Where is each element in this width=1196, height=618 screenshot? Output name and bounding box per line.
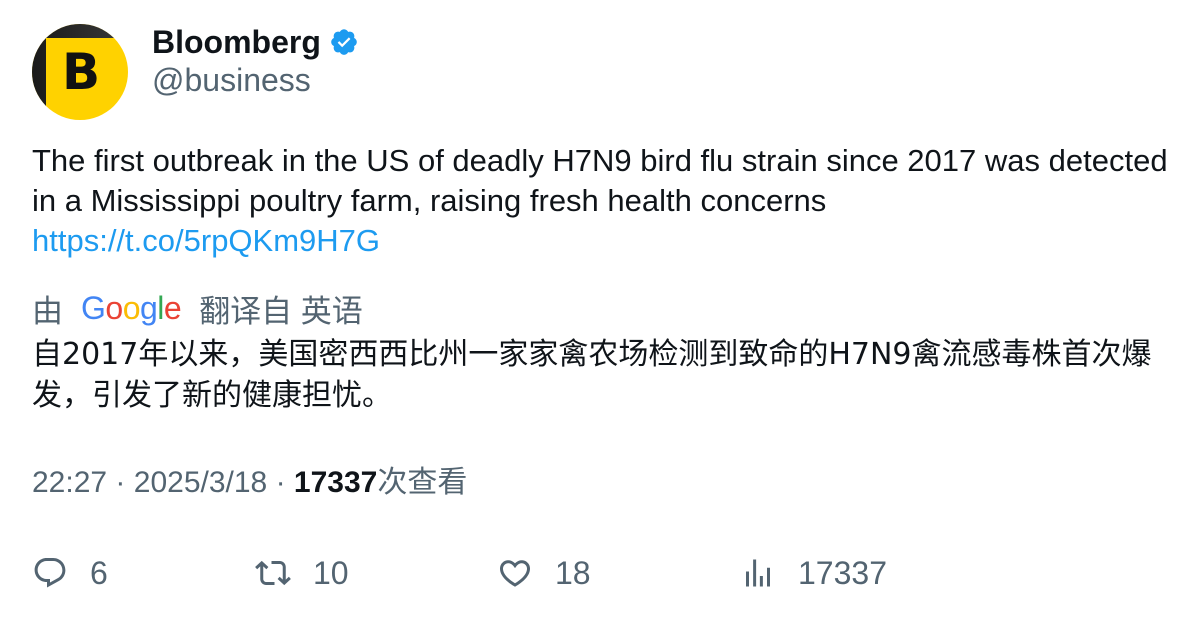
reply-icon — [34, 558, 66, 588]
heart-icon — [499, 560, 531, 587]
translated-by-label: 由 — [32, 293, 63, 329]
tweet-body: The first outbreak in the US of deadly H… — [32, 143, 1168, 218]
translation-attribution: 由 Google 翻译自 英语 — [32, 286, 363, 330]
repost-button[interactable]: 10 — [255, 550, 349, 596]
meta-separator: · — [115, 466, 126, 499]
author-display-name[interactable]: Bloomberg — [152, 23, 321, 60]
meta-separator: · — [275, 466, 286, 499]
tweet-link[interactable]: https://t.co/5rpQKm9H7G — [32, 223, 381, 258]
author-handle[interactable]: @business — [152, 62, 311, 98]
like-count: 18 — [555, 554, 591, 591]
reply-button[interactable]: 6 — [32, 550, 108, 596]
tweet-date[interactable]: 2025/3/18 — [133, 466, 268, 499]
author-name-row: Bloomberg — [152, 22, 359, 62]
like-button[interactable]: 18 — [497, 550, 591, 596]
repost-count: 10 — [313, 554, 349, 591]
avatar-shade — [32, 24, 128, 120]
bar-chart-icon — [746, 559, 770, 587]
views-label: 次查看 — [377, 466, 468, 499]
tweet-meta: 22:27 · 2025/3/18 · 17337次查看 — [32, 463, 467, 503]
author-avatar[interactable]: B — [32, 24, 128, 120]
verified-badge-icon[interactable] — [329, 27, 359, 57]
tweet-text: The first outbreak in the US of deadly H… — [32, 141, 1172, 261]
views-count: 17337 — [293, 466, 378, 499]
translated-text: 自2017年以来，美国密西西比州一家家禽农场检测到致命的H7N9禽流感毒株首次爆… — [32, 337, 1152, 413]
avatar-letter: B — [62, 43, 101, 101]
views-button[interactable]: 17337 — [740, 550, 887, 596]
reply-count: 6 — [90, 554, 108, 591]
repost-icon — [255, 560, 291, 586]
tweet-time[interactable]: 22:27 — [32, 466, 108, 499]
views-action-count: 17337 — [798, 554, 887, 591]
translated-from-label: 翻译自 英语 — [199, 293, 363, 329]
google-logo[interactable]: Google — [81, 289, 182, 326]
